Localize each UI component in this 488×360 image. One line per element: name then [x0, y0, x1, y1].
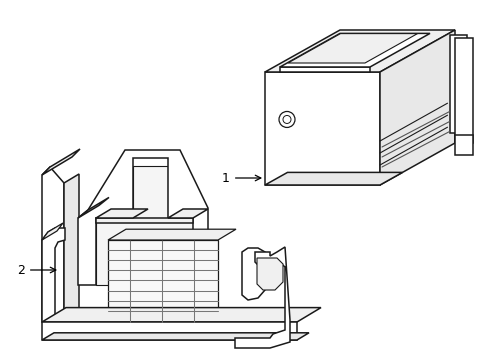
Polygon shape: [96, 209, 148, 218]
Polygon shape: [449, 35, 466, 133]
Polygon shape: [64, 174, 79, 320]
Polygon shape: [454, 38, 472, 143]
Polygon shape: [257, 258, 283, 290]
Polygon shape: [264, 172, 402, 185]
Polygon shape: [42, 333, 308, 340]
Text: 1: 1: [222, 171, 260, 185]
Circle shape: [283, 116, 290, 123]
Polygon shape: [287, 33, 417, 63]
Polygon shape: [242, 248, 264, 300]
Text: 2: 2: [17, 264, 56, 276]
Polygon shape: [264, 30, 454, 72]
Polygon shape: [42, 322, 296, 340]
Polygon shape: [280, 67, 369, 72]
Polygon shape: [454, 135, 472, 155]
Polygon shape: [96, 166, 193, 285]
Polygon shape: [42, 167, 64, 320]
Polygon shape: [280, 33, 429, 67]
Polygon shape: [78, 150, 207, 285]
Polygon shape: [42, 307, 320, 322]
Polygon shape: [96, 218, 193, 223]
Polygon shape: [42, 228, 65, 322]
Polygon shape: [78, 197, 109, 218]
Polygon shape: [168, 209, 207, 218]
Polygon shape: [235, 247, 289, 348]
Polygon shape: [42, 149, 80, 175]
Polygon shape: [108, 229, 236, 240]
Polygon shape: [108, 240, 218, 322]
Polygon shape: [42, 223, 63, 240]
Polygon shape: [264, 72, 379, 185]
Polygon shape: [379, 30, 454, 185]
Circle shape: [279, 112, 294, 127]
